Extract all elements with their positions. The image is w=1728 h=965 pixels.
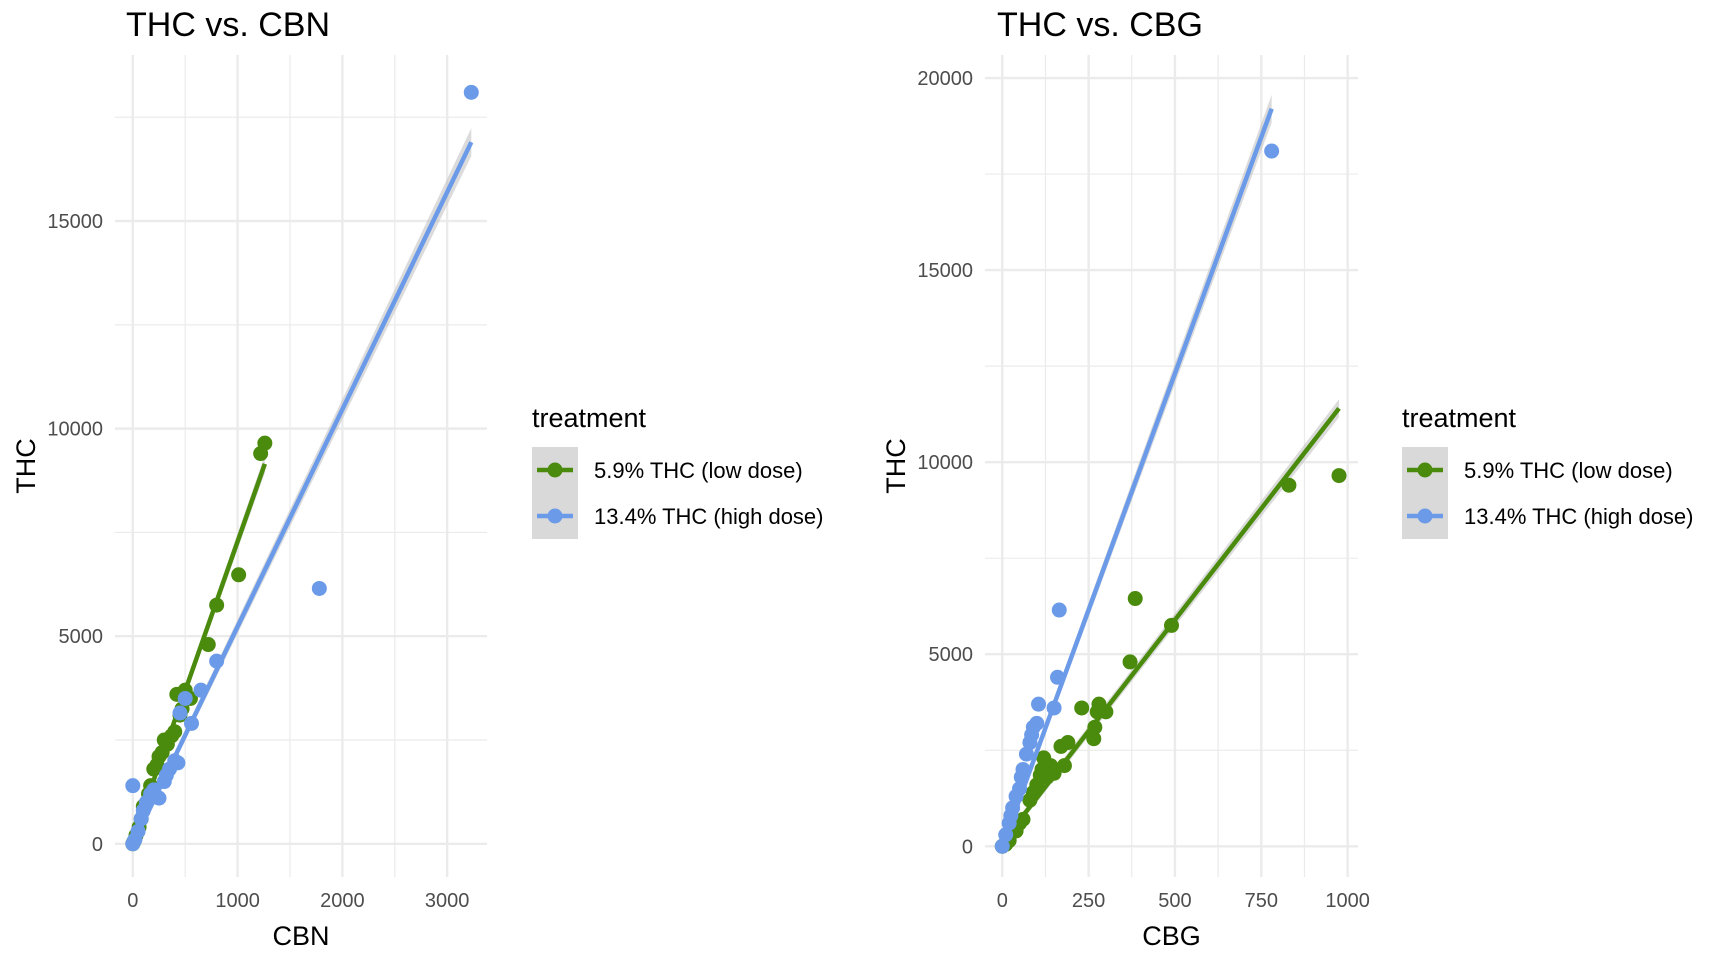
y-tick-label: 0 bbox=[962, 836, 973, 858]
data-point bbox=[463, 84, 479, 100]
data-point bbox=[1060, 735, 1076, 751]
data-point bbox=[177, 690, 193, 706]
x-tick-label: 3000 bbox=[425, 890, 470, 912]
series-high-dose bbox=[125, 84, 479, 852]
data-point bbox=[1281, 477, 1297, 493]
y-tick-label: 20000 bbox=[917, 68, 973, 90]
chart-panel-2: 0 250 500 750 100005000100001500020000CBGTHC… bbox=[881, 6, 1694, 951]
legend-entry-label: 5.9% THC (low dose) bbox=[594, 458, 803, 483]
legend-entry-label: 13.4% THC (high dose) bbox=[594, 504, 824, 529]
x-tick-label: 750 bbox=[1245, 890, 1278, 912]
legend-key-point bbox=[547, 508, 563, 524]
chart-title: THC vs. CBN bbox=[126, 6, 330, 44]
x-tick-label: 1000 bbox=[1325, 890, 1370, 912]
legend-title: treatment bbox=[1402, 403, 1517, 433]
fit-line bbox=[130, 463, 267, 841]
data-point bbox=[257, 435, 273, 451]
legend-entry-label: 13.4% THC (high dose) bbox=[1464, 504, 1694, 529]
legend-entry-label: 5.9% THC (low dose) bbox=[1464, 458, 1673, 483]
data-point bbox=[1031, 696, 1047, 712]
y-tick-label: 10000 bbox=[47, 419, 103, 441]
data-point bbox=[1018, 746, 1034, 762]
y-tick-label: 10000 bbox=[917, 452, 973, 474]
chart-panel-1: 0 1000 2000 3000 0 5000 10000 15000 CBN THC THC vs… bbox=[11, 6, 824, 951]
y-tick-label: 5000 bbox=[59, 626, 104, 648]
data-point bbox=[1086, 731, 1102, 747]
legend-key-point bbox=[1417, 508, 1433, 524]
data-point bbox=[1122, 654, 1138, 670]
x-tick-label: 0 bbox=[127, 890, 138, 912]
x-tick-label: 500 bbox=[1158, 890, 1191, 912]
grid-lines bbox=[115, 55, 487, 877]
fit-line bbox=[1000, 407, 1341, 844]
x-axis-label: CBN bbox=[272, 921, 329, 951]
x-tick-label: 0 bbox=[997, 890, 1008, 912]
series-high-dose bbox=[994, 94, 1280, 854]
y-tick-label: 5000 bbox=[929, 644, 974, 666]
legend-key-point bbox=[1417, 462, 1433, 478]
data-point bbox=[1127, 591, 1143, 607]
y-tick-label: 15000 bbox=[47, 211, 103, 233]
y-tick-label: 0 bbox=[92, 834, 103, 856]
data-point bbox=[1051, 602, 1067, 618]
y-axis-label: THC bbox=[881, 438, 911, 494]
data-point bbox=[1074, 700, 1090, 716]
fit-line bbox=[1000, 108, 1274, 848]
series-low-dose bbox=[994, 399, 1347, 854]
data-point bbox=[172, 705, 188, 721]
legend: treatment 5.9% THC (low dose) 13.4% THC (h… bbox=[1402, 403, 1694, 539]
chart-title: THC vs. CBG bbox=[997, 6, 1203, 44]
data-point bbox=[311, 580, 327, 596]
data-point bbox=[1264, 143, 1280, 159]
data-point bbox=[231, 567, 247, 583]
legend-title: treatment bbox=[532, 403, 647, 433]
y-axis-label: THC bbox=[11, 438, 41, 494]
legend-key-point bbox=[547, 462, 563, 478]
data-point bbox=[1029, 715, 1045, 731]
legend: treatment 5.9% THC (low dose) 13.4% THC (h… bbox=[532, 403, 824, 539]
data-point bbox=[125, 778, 141, 794]
x-tick-label: 250 bbox=[1072, 890, 1105, 912]
y-tick-label: 15000 bbox=[917, 260, 973, 282]
x-tick-label: 2000 bbox=[320, 890, 365, 912]
x-tick-label: 1000 bbox=[215, 890, 260, 912]
data-point bbox=[1331, 468, 1347, 484]
x-axis-label: CBG bbox=[1142, 921, 1201, 951]
fit-line bbox=[130, 141, 474, 845]
